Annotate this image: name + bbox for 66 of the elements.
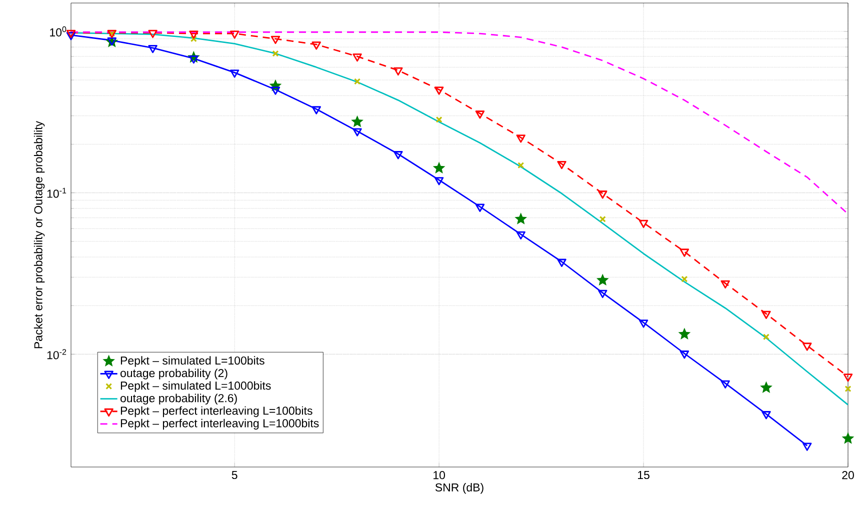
point bbox=[66, 30, 76, 38]
point bbox=[354, 78, 361, 85]
x-tick-label: 20 bbox=[842, 471, 854, 480]
point bbox=[557, 160, 566, 170]
legend-label: Pepkt – simulated L=100bits bbox=[120, 356, 264, 367]
point bbox=[475, 110, 485, 119]
y-tick-label: 10$^{-2}$ bbox=[47, 349, 66, 360]
y-axis-title: Packet error probability or Outage probability bbox=[34, 120, 45, 348]
point bbox=[352, 53, 362, 62]
point bbox=[598, 290, 608, 298]
point bbox=[638, 320, 648, 328]
point bbox=[312, 106, 321, 114]
x-tick-label: 15 bbox=[638, 471, 650, 480]
point bbox=[394, 151, 403, 160]
point bbox=[720, 280, 730, 288]
point bbox=[230, 30, 240, 39]
point bbox=[230, 70, 240, 78]
point bbox=[802, 342, 812, 351]
point bbox=[516, 134, 526, 143]
x-axis-title: SNR (dB) bbox=[435, 483, 484, 494]
point bbox=[557, 258, 566, 267]
point bbox=[680, 248, 690, 257]
point bbox=[189, 30, 198, 39]
point bbox=[516, 231, 526, 240]
point bbox=[514, 212, 528, 224]
y-tick-label: 10$^{0}$ bbox=[50, 26, 66, 36]
point bbox=[681, 276, 688, 282]
point bbox=[762, 411, 771, 420]
legend-label: Pepkt – simulated L=1000bits bbox=[120, 381, 271, 392]
point bbox=[148, 30, 158, 38]
point bbox=[802, 442, 812, 451]
point bbox=[598, 190, 608, 199]
point bbox=[434, 177, 444, 186]
point bbox=[842, 432, 854, 444]
point bbox=[596, 274, 609, 286]
point bbox=[762, 310, 771, 319]
point bbox=[518, 162, 524, 169]
point bbox=[844, 386, 852, 392]
point bbox=[436, 116, 442, 123]
point bbox=[720, 380, 730, 389]
point bbox=[190, 36, 197, 42]
point bbox=[638, 220, 648, 228]
y-tick-label: 10$^{-1}$ bbox=[47, 188, 66, 198]
point bbox=[272, 50, 279, 57]
point bbox=[678, 328, 691, 340]
point bbox=[475, 204, 485, 212]
point bbox=[762, 334, 770, 340]
point bbox=[680, 350, 690, 359]
point bbox=[66, 32, 76, 40]
legend-label: outage probability (2.6) bbox=[120, 394, 237, 405]
legend-label: Pepkt – perfect interleaving L=100bits bbox=[120, 406, 312, 418]
point bbox=[270, 86, 280, 95]
x-tick-label: 5 bbox=[232, 471, 238, 480]
point bbox=[843, 374, 853, 382]
point bbox=[599, 216, 606, 222]
point bbox=[394, 67, 403, 76]
x-tick-label: 10 bbox=[434, 471, 446, 480]
point bbox=[352, 128, 362, 136]
point bbox=[148, 45, 158, 54]
point bbox=[270, 36, 280, 44]
legend-label: outage probability (2) bbox=[120, 368, 228, 380]
point bbox=[312, 42, 321, 50]
point bbox=[434, 86, 444, 95]
point bbox=[760, 381, 772, 393]
point bbox=[189, 56, 198, 64]
legend-label: Pepkt – perfect interleaving L=1000bits bbox=[120, 418, 319, 430]
